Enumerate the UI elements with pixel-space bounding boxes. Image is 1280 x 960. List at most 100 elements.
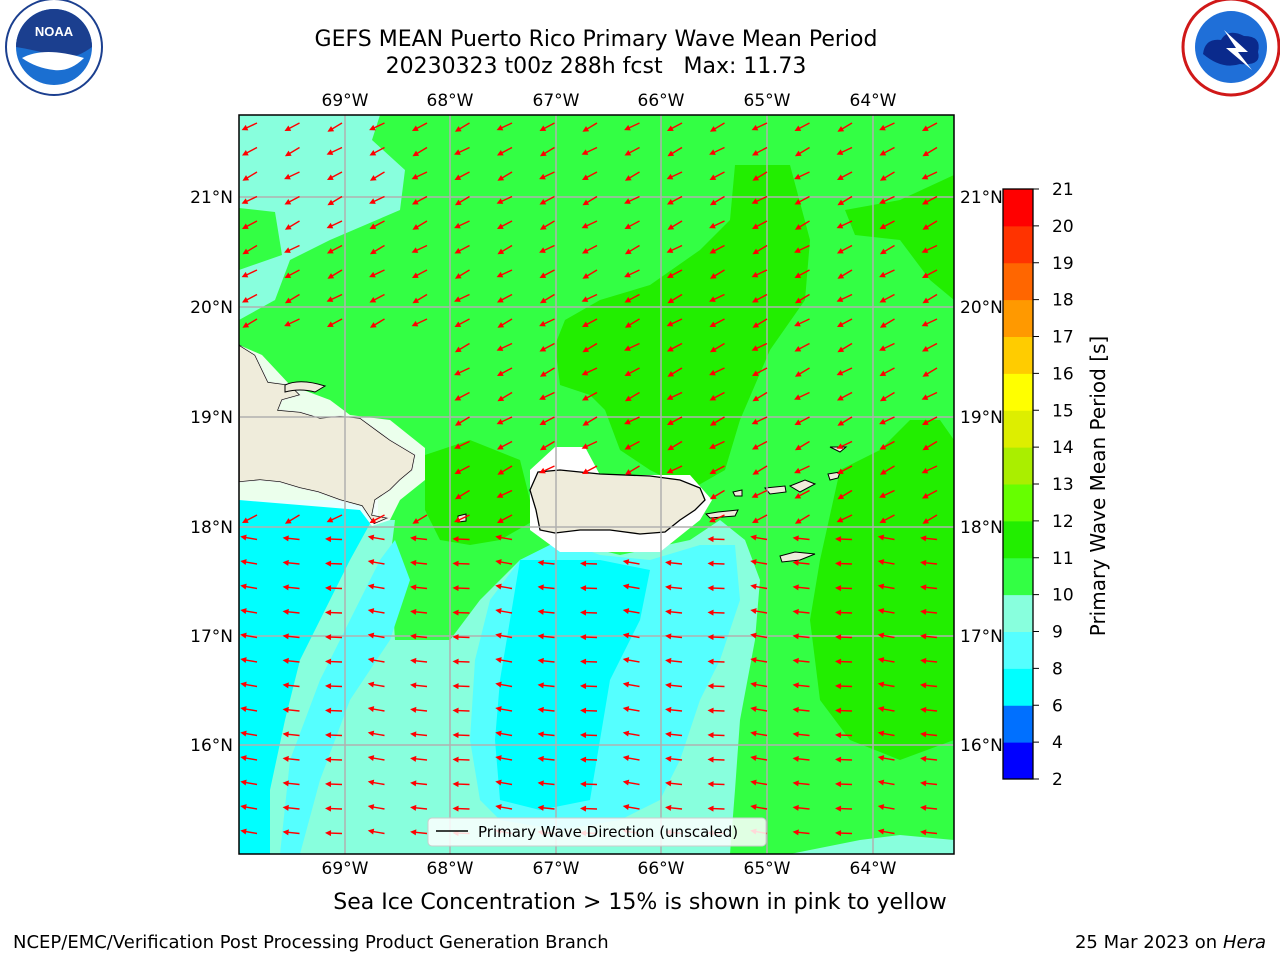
wave-arrow-head [624, 297, 632, 303]
lon-tick-label: 65°W [744, 91, 791, 111]
wave-arrow-head [454, 222, 461, 229]
wave-arrow-head [879, 444, 887, 450]
wave-arrow-head [537, 804, 544, 811]
wave-arrow-head [920, 633, 927, 640]
wave-arrow-head [537, 682, 544, 689]
wave-arrow-head [326, 516, 334, 523]
wave-arrow-head [877, 730, 885, 737]
wave-arrow-head [411, 320, 419, 327]
wave-arrow-head [879, 395, 887, 402]
wave-arrow-head [452, 732, 459, 739]
wave-arrow-head [327, 273, 335, 279]
wave-arrow-head [751, 517, 759, 523]
wave-arrow-head [495, 779, 502, 786]
wave-arrow-head [920, 780, 927, 787]
wave-arrow-head [581, 149, 589, 155]
wave-arrow-head [367, 534, 375, 541]
wave-arrow-head [877, 779, 885, 786]
arrow-legend: Primary Wave Direction (unscaled) [427, 817, 767, 847]
wave-arrow-head [410, 608, 417, 615]
wave-arrow-head [581, 248, 589, 254]
wave-arrow-head [665, 780, 672, 787]
wave-arrow-head [454, 321, 462, 327]
wave-arrow-head [792, 608, 799, 615]
colorbar-tick-label: 12 [1052, 512, 1074, 532]
colorbar-band [1003, 447, 1033, 485]
wave-arrow-head [325, 707, 332, 714]
period-band-11-12-center [555, 165, 810, 490]
wave-arrow-head [325, 781, 332, 788]
wave-arrow-head [454, 443, 461, 449]
wave-arrow-head [879, 198, 886, 204]
wave-arrow-head [624, 271, 631, 278]
wave-arrow-head [367, 706, 375, 713]
wave-arrow-head [836, 516, 844, 523]
wave-arrow-head [495, 583, 502, 590]
wave-arrow-head [454, 126, 462, 132]
wave-arrow-head [707, 683, 714, 690]
lon-tick-label: 64°W [850, 859, 897, 879]
wave-arrow-head [707, 658, 714, 665]
wave-arrow-head [282, 682, 289, 689]
wave-arrow-head [920, 535, 927, 542]
wave-arrow-head [240, 828, 247, 835]
wave-arrow-head [750, 730, 757, 737]
lon-tick-label: 67°W [533, 859, 580, 879]
wave-arrow-head [667, 224, 675, 230]
wave-arrow-head [752, 175, 760, 181]
wave-arrow-head [794, 493, 802, 499]
colorbar-band [1003, 520, 1033, 559]
wave-arrow-head [879, 345, 886, 351]
wave-arrow-head [497, 469, 505, 475]
title-line-1: GEFS MEAN Puerto Rico Primary Wave Mean … [314, 27, 878, 52]
wave-arrow-head [835, 805, 842, 812]
wave-arrow-head [582, 199, 590, 206]
wave-arrow-head [497, 248, 505, 255]
wave-arrow-head [580, 781, 587, 788]
wave-arrow-head [835, 609, 842, 616]
colorbar-tick-label: 9 [1052, 623, 1063, 643]
wave-arrow-head [496, 150, 504, 156]
wave-arrow-head [837, 493, 845, 500]
wave-arrow-head [367, 681, 375, 688]
wave-arrow-head [580, 585, 587, 592]
colorbar-band [1003, 557, 1033, 596]
wave-arrow-head [581, 296, 589, 302]
wave-arrow-head [412, 224, 420, 230]
wave-arrow-head [921, 467, 929, 474]
wave-arrow-head [241, 297, 249, 303]
wave-arrow-head [367, 559, 375, 566]
wave-arrow-head [879, 322, 887, 328]
bottom-lon-ticks: 69°W 68°W 67°W 66°W 65°W 64°W [322, 859, 897, 879]
wave-arrow-head [367, 755, 375, 762]
wave-arrow-head [240, 706, 247, 713]
wave-arrow-head [624, 444, 632, 450]
wave-arrow-head [877, 534, 885, 541]
wave-arrow-head [622, 559, 630, 566]
wave-arrow-head [241, 150, 249, 156]
wave-arrow-head [750, 534, 757, 541]
wave-arrow-head [454, 493, 462, 500]
wave-arrow-head [325, 830, 332, 837]
wave-arrow-head [624, 175, 632, 181]
colorbar-tick-label: 17 [1052, 328, 1074, 348]
wave-arrow-head [452, 756, 459, 763]
wave-arrow-head [666, 346, 674, 352]
wave-arrow-head [369, 517, 377, 523]
wave-arrow-head [581, 443, 589, 449]
lat-tick-label: 18°N [960, 518, 1003, 538]
wave-arrow-head [751, 271, 759, 278]
colorbar-tick-label: 16 [1052, 364, 1074, 384]
wave-arrow-head [709, 395, 717, 401]
wave-period-field [239, 115, 954, 854]
wave-arrow-head [452, 805, 459, 812]
wave-arrow-head [922, 150, 930, 157]
wave-arrow-head [539, 125, 547, 131]
colorbar-tick-label: 21 [1052, 180, 1074, 200]
wave-arrow-head [666, 199, 674, 205]
legend-label: Primary Wave Direction (unscaled) [478, 823, 738, 841]
wave-arrow-head [539, 467, 546, 474]
wave-arrow-head [369, 150, 377, 156]
period-band-10-11-west [239, 208, 282, 270]
wave-arrow-head [496, 492, 504, 498]
